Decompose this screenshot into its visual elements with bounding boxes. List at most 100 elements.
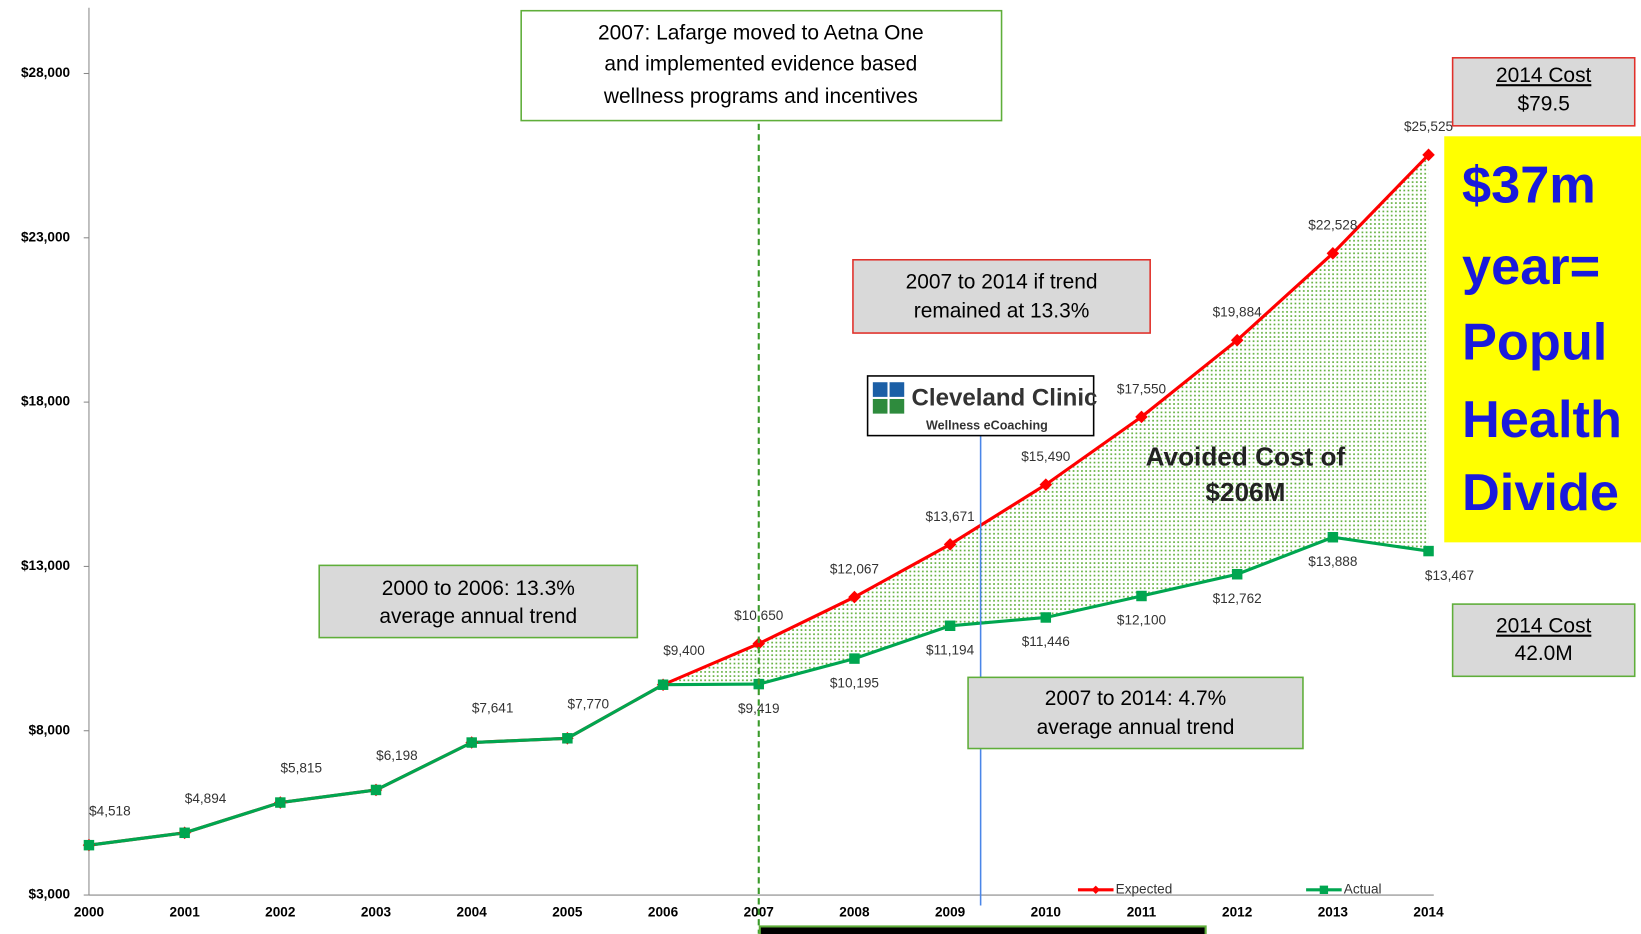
annotation: and implemented evidence based <box>604 53 917 76</box>
x-tick-label: 2006 <box>648 904 679 919</box>
marker <box>83 839 95 851</box>
footer-box <box>758 925 1207 934</box>
data-label: $11,446 <box>1022 634 1070 649</box>
data-label: $10,195 <box>830 675 879 690</box>
data-label: $12,762 <box>1213 591 1262 606</box>
highlight-text: Health <box>1462 391 1622 449</box>
marker <box>657 679 669 690</box>
annotation: 2007: Lafarge moved to Aetna One <box>598 21 924 44</box>
marker <box>275 797 286 808</box>
avoided-area <box>663 154 1429 685</box>
x-tick-label: 2003 <box>361 904 392 919</box>
logo-icon <box>889 382 905 397</box>
x-tick-label: 2009 <box>935 904 966 919</box>
data-label: $9,400 <box>663 643 705 658</box>
x-tick-label: 2000 <box>74 904 104 919</box>
legend-swatch <box>1319 885 1329 894</box>
annotation: 2000 to 2006: 13.3% <box>382 577 575 600</box>
logo-box <box>866 375 1095 437</box>
data-label: $6,198 <box>376 748 418 763</box>
data-label: $19,884 <box>1213 305 1263 320</box>
y-tick-label: $13,000 <box>21 558 70 573</box>
highlight-text: year= <box>1462 238 1600 296</box>
x-tick-label: 2012 <box>1222 904 1253 919</box>
y-tick-label: $18,000 <box>21 394 70 409</box>
annotation: 2014 Cost <box>1496 615 1592 638</box>
x-tick-label: 2010 <box>1031 904 1061 919</box>
legend-swatch <box>1091 885 1100 894</box>
annotation-box <box>520 9 1003 122</box>
legend-label: Expected <box>1116 881 1173 896</box>
data-label: $13,671 <box>926 509 975 524</box>
annotation: remained at 13.3% <box>914 300 1090 323</box>
data-label: $4,518 <box>89 803 131 818</box>
marker <box>1040 612 1052 623</box>
x-tick-label: 2005 <box>552 904 583 919</box>
data-label: $7,770 <box>568 696 610 711</box>
x-tick-label: 2008 <box>839 904 870 919</box>
logo-subtitle: Wellness eCoaching <box>926 418 1048 432</box>
annotation-box <box>1451 57 1636 127</box>
data-label: $11,194 <box>926 642 975 657</box>
marker <box>179 827 190 839</box>
marker <box>1039 478 1053 491</box>
marker <box>1327 532 1339 543</box>
legend-label: Actual <box>1344 881 1382 896</box>
annotation-box <box>318 564 639 639</box>
data-label: $13,467 <box>1425 568 1474 583</box>
marker <box>1136 590 1147 602</box>
data-label: $12,067 <box>830 561 879 576</box>
data-label: $12,100 <box>1117 613 1167 628</box>
annotation-box <box>1451 603 1636 678</box>
highlight-text: $37m <box>1462 156 1596 214</box>
data-label: $17,550 <box>1117 381 1167 396</box>
annotation: 2007 to 2014: 4.7% <box>1045 687 1226 710</box>
x-tick-label: 2004 <box>457 904 488 919</box>
data-label: $9,419 <box>738 701 780 716</box>
logo-icon <box>872 382 888 397</box>
data-label: $15,490 <box>1021 449 1071 464</box>
annotation-box <box>967 676 1304 750</box>
x-tick-label: 2011 <box>1127 904 1157 919</box>
data-label: $4,894 <box>185 791 227 806</box>
data-label: $5,815 <box>280 761 322 776</box>
y-tick-label: $23,000 <box>21 229 70 244</box>
logo: Cleveland Clinic Wellness eCoaching <box>866 375 1098 437</box>
annotation: $79.5 <box>1517 92 1569 115</box>
y-tick-label: $28,000 <box>21 65 70 80</box>
annotation: $206M <box>1205 477 1285 507</box>
x-tick-label: 2001 <box>170 904 201 919</box>
marker <box>849 653 860 664</box>
marker <box>1423 545 1434 557</box>
annotation: wellness programs and incentives <box>603 85 918 108</box>
marker <box>370 784 382 796</box>
y-tick-label: $3,000 <box>29 887 71 902</box>
annotation-box <box>852 258 1151 334</box>
highlight-text: Divide <box>1462 464 1619 522</box>
y-tick-label: $8,000 <box>29 722 71 737</box>
data-label: $13,888 <box>1308 554 1357 569</box>
annotation: 2007 to 2014 if trend <box>906 270 1098 293</box>
marker <box>1135 410 1148 424</box>
annotation: 2014 Cost <box>1496 64 1592 87</box>
marker <box>944 620 956 632</box>
data-label: $25,525 <box>1404 119 1453 134</box>
x-tick-label: 2002 <box>265 904 296 919</box>
marker <box>752 637 766 650</box>
annotation: 42.0M <box>1515 642 1573 665</box>
marker <box>466 737 477 748</box>
data-label: $7,641 <box>472 701 514 716</box>
data-label: $22,528 <box>1308 218 1357 233</box>
x-tick-label: 2013 <box>1318 904 1349 919</box>
highlight-text: Popul <box>1462 313 1607 371</box>
annotation: average annual trend <box>1037 716 1235 739</box>
marker <box>562 733 573 744</box>
x-tick-label: 2014 <box>1413 904 1444 919</box>
marker <box>943 538 957 551</box>
marker <box>1326 247 1340 260</box>
logo-name: Cleveland Clinic <box>912 384 1098 411</box>
logo-icon <box>889 398 905 414</box>
highlight-box <box>1444 136 1641 543</box>
logo-icon <box>872 398 888 414</box>
